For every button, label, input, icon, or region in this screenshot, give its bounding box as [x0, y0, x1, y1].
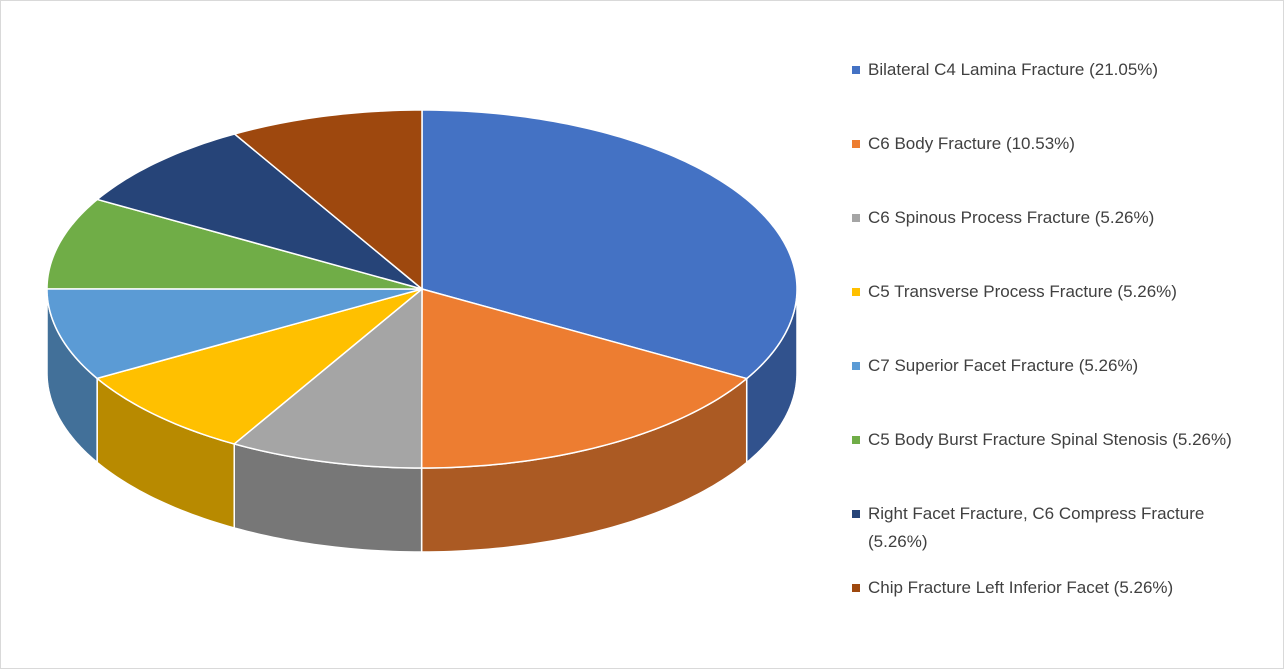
legend-swatch: [852, 140, 860, 148]
legend-swatch: [852, 584, 860, 592]
legend-label: Right Facet Fracture, C6 Compress Fractu…: [868, 504, 1205, 551]
legend-swatch: [852, 510, 860, 518]
legend-swatch: [852, 436, 860, 444]
legend-swatch: [852, 288, 860, 296]
legend-entry: Chip Fracture Left Inferior Facet (5.26%…: [852, 574, 1252, 602]
legend-swatch: [852, 362, 860, 370]
legend-label: C7 Superior Facet Fracture (5.26%): [868, 356, 1139, 375]
legend-entry: C5 Transverse Process Fracture (5.26%): [852, 278, 1252, 306]
legend-entry: C6 Spinous Process Fracture (5.26%): [852, 204, 1252, 232]
legend-label: C5 Transverse Process Fracture (5.26%): [868, 282, 1177, 301]
legend-entry: Bilateral C4 Lamina Fracture (21.05%): [852, 56, 1252, 84]
pie-slice: [420, 288, 749, 469]
legend-label: C6 Body Fracture (10.53%): [868, 134, 1075, 153]
pie-slice: [46, 198, 423, 290]
legend-entry: Right Facet Fracture, C6 Compress Fractu…: [852, 500, 1252, 556]
legend-swatch: [852, 66, 860, 74]
legend-swatch: [852, 214, 860, 222]
legend-entry: C6 Body Fracture (10.53%): [852, 130, 1252, 158]
pie-tops: [46, 109, 798, 469]
pie-slice: [232, 287, 423, 469]
legend-label: Chip Fracture Left Inferior Facet (5.26%…: [868, 578, 1174, 597]
pie-slice: [95, 288, 423, 445]
legend-label: Bilateral C4 Lamina Fracture (21.05%): [868, 60, 1159, 79]
pie-slice: [95, 133, 423, 290]
pie-slice: [46, 288, 423, 380]
legend-entry: C5 Body Burst Fracture Spinal Stenosis (…: [852, 426, 1252, 454]
legend-entry: C7 Superior Facet Fracture (5.26%): [852, 352, 1252, 380]
legend-label: C6 Spinous Process Fracture (5.26%): [868, 208, 1155, 227]
legend-label: C5 Body Burst Fracture Spinal Stenosis (…: [868, 430, 1232, 449]
pie-slice: [232, 109, 423, 291]
pie-sides: [46, 288, 798, 553]
pie-slice: [421, 109, 798, 380]
